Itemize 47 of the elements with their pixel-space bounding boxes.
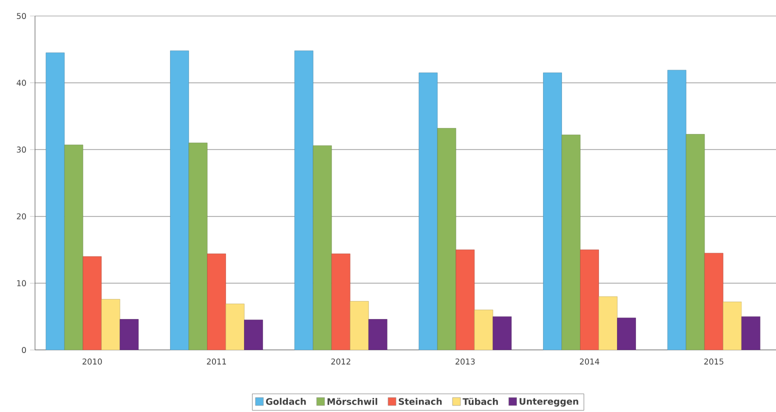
bar (543, 72, 562, 350)
y-tick-label: 0 (22, 346, 26, 354)
x-tick-label: 2013 (456, 358, 475, 365)
bar (704, 252, 724, 350)
bar (350, 301, 369, 350)
y-tick-label: 40 (16, 80, 26, 86)
bar (82, 256, 102, 350)
bar (244, 320, 263, 350)
bar (562, 134, 580, 350)
bar (226, 304, 244, 350)
bar (474, 310, 494, 350)
bar (686, 134, 705, 350)
bar (120, 319, 139, 350)
y-tick-label: 20 (16, 213, 26, 220)
bar (580, 250, 599, 350)
bar (418, 72, 438, 350)
bar (207, 254, 226, 350)
bar (312, 145, 332, 350)
legend-label: Tübach (462, 398, 498, 405)
bar (456, 250, 475, 350)
bar (331, 254, 350, 350)
bar (492, 316, 512, 350)
x-tick-label: 2012 (331, 358, 350, 365)
bar (368, 319, 388, 350)
bar (598, 296, 618, 350)
y-tick-label: 30 (16, 146, 26, 153)
bar (170, 50, 189, 350)
x-tick-label: 2010 (82, 358, 102, 365)
x-tick-label: 2015 (704, 358, 724, 365)
legend-label: Steinach (398, 398, 442, 405)
bar (741, 316, 760, 350)
bar (188, 142, 208, 350)
legend-label: Goldach (266, 398, 306, 405)
bar (722, 302, 742, 350)
bar (437, 128, 456, 350)
x-tick-label: 2014 (580, 358, 600, 365)
legend-label: Mörschwil (328, 398, 378, 405)
bar (101, 299, 120, 350)
bar (64, 144, 84, 350)
y-tick-label: 10 (17, 280, 26, 286)
bar (617, 318, 636, 350)
x-tick-label: 2011 (206, 358, 226, 365)
bar (46, 52, 65, 350)
bar (667, 70, 686, 350)
y-tick-label: 50 (16, 12, 26, 20)
bar (294, 50, 314, 350)
legend-label: Untereggen (520, 398, 578, 407)
